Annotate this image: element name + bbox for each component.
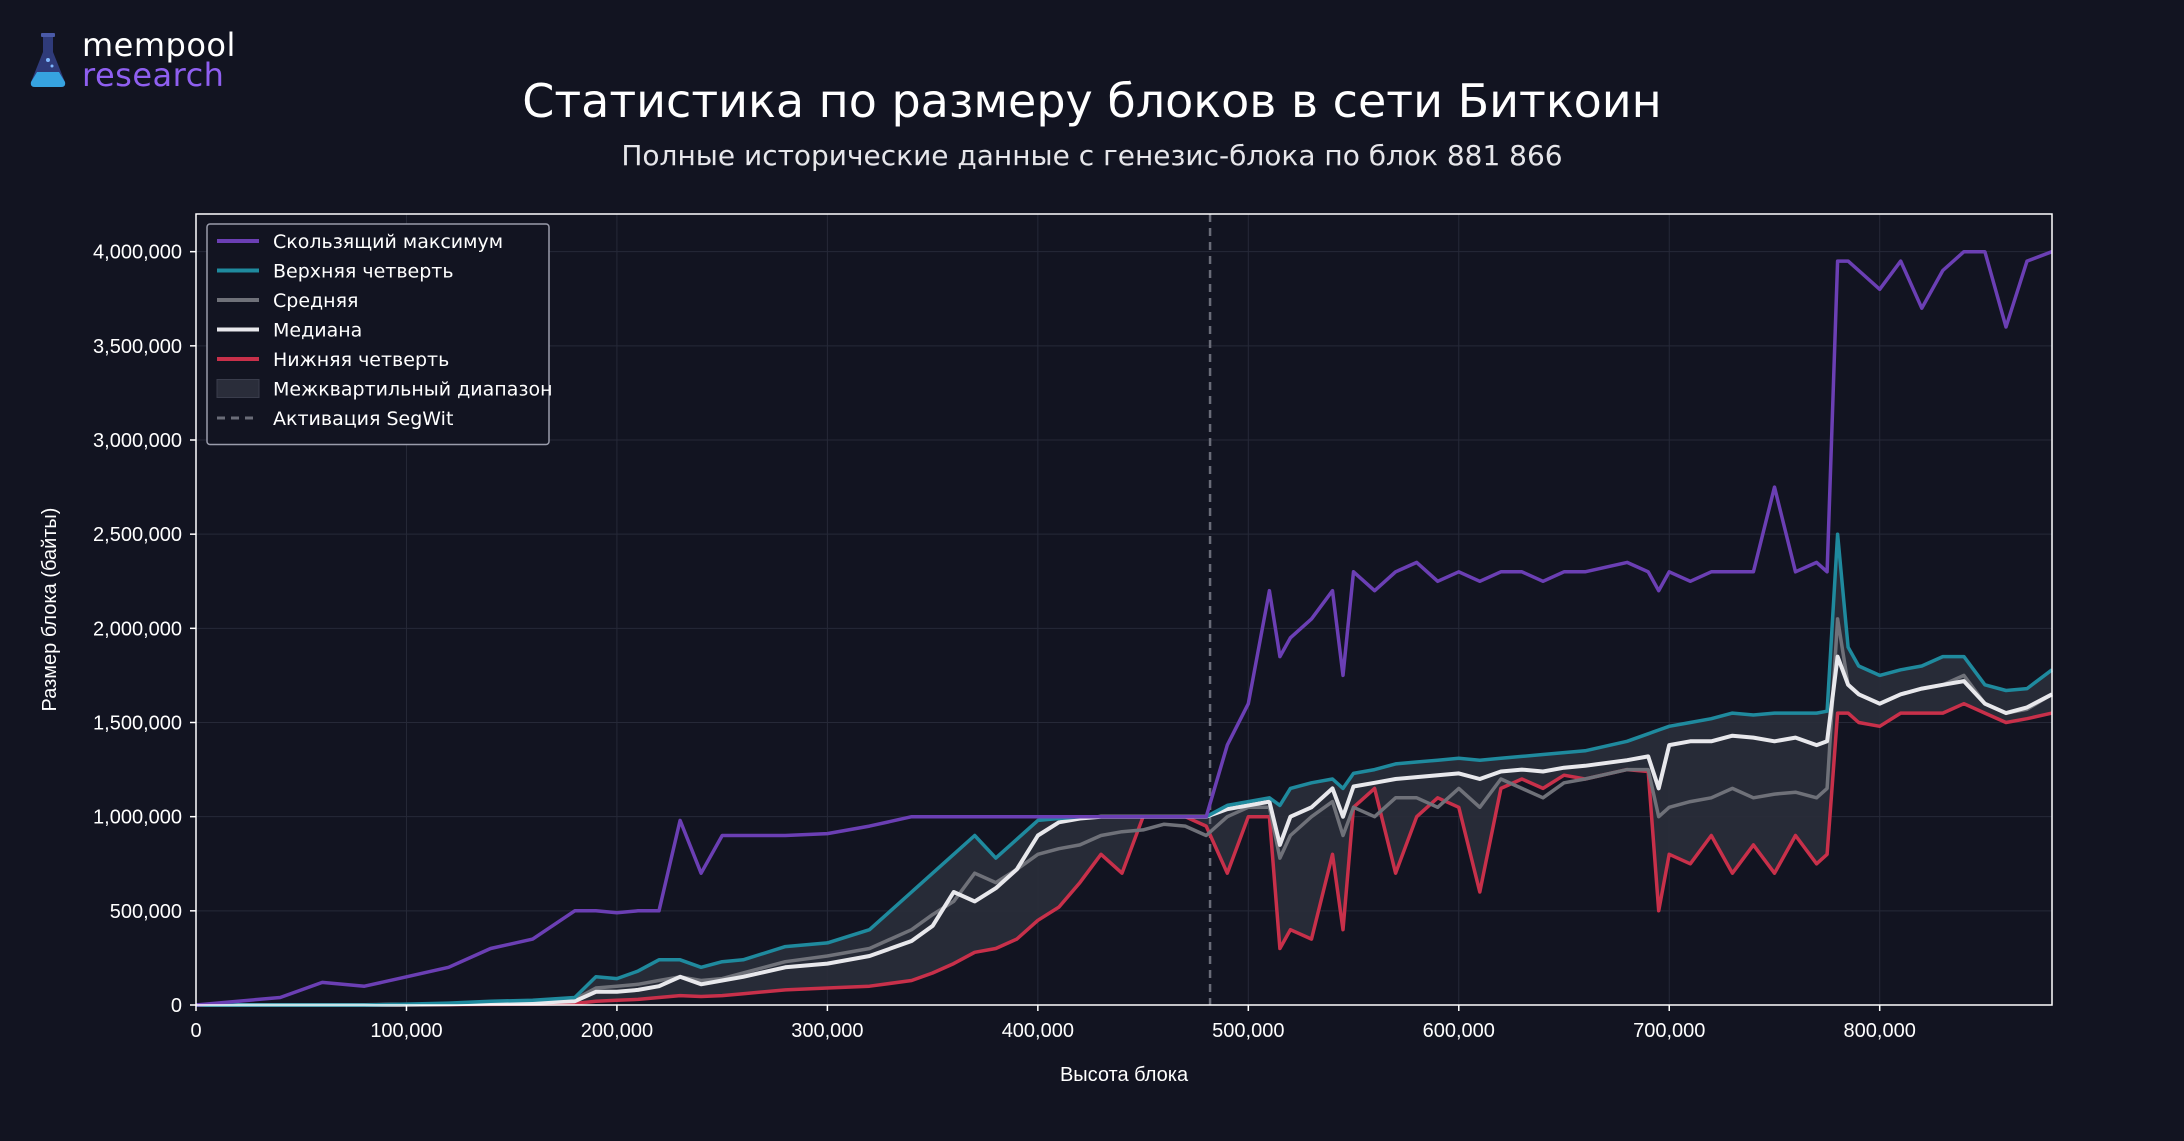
x-tick-label: 700,000 [1633,1020,1705,1042]
legend-label: Верхняя четверть [273,261,454,283]
y-tick-label: 3,000,000 [93,430,182,452]
legend-label: Активация SegWit [273,408,453,430]
x-tick-label: 800,000 [1844,1020,1916,1042]
y-tick-label: 4,000,000 [93,242,182,264]
x-axis-label: Высота блока [1060,1064,1189,1086]
chart-subtitle: Полные исторические данные с генезис-бло… [621,139,1563,172]
x-tick-label: 400,000 [1002,1020,1074,1042]
y-tick-label: 0 [171,995,182,1017]
x-tick-label: 500,000 [1212,1020,1284,1042]
x-tick-label: 0 [190,1020,201,1042]
legend-label: Медиана [273,320,362,342]
flask-icon [30,33,66,87]
series-line-2 [196,617,2053,1007]
x-tick-label: 200,000 [581,1020,653,1042]
legend-label: Скользящий максимум [273,231,503,253]
y-tick-label: 1,000,000 [93,807,182,829]
y-tick-label: 500,000 [110,901,182,923]
plot-frame [195,213,2053,1006]
legend-label: Межквартильный диапазон [273,379,553,401]
legend-swatch [216,379,260,398]
y-tick-label: 1,500,000 [93,713,182,735]
logo-text-top: mempool [82,26,236,64]
x-tick-label: 100,000 [370,1020,442,1042]
series-line-1 [196,532,2054,1007]
chart-title: Статистика по размеру блоков в сети Битк… [522,74,1662,128]
series-line-3 [196,654,2053,1007]
x-tick-label: 300,000 [791,1020,863,1042]
y-tick-label: 3,500,000 [93,336,182,358]
y-tick-label: 2,500,000 [93,524,182,546]
series-line-0 [195,249,2053,1007]
y-axis-label: Размер блока (байты) [39,508,61,712]
legend-label: Средняя [273,290,358,312]
mempool-research-logo: mempool research [28,26,236,94]
series-line-4 [196,701,2053,1007]
legend-box [206,223,550,446]
legend-label: Нижняя четверть [273,349,449,371]
logo-text-bottom: research [82,56,225,94]
interquartile-range-area [196,534,2052,1005]
y-tick-label: 2,000,000 [93,618,182,640]
x-tick-label: 600,000 [1423,1020,1495,1042]
